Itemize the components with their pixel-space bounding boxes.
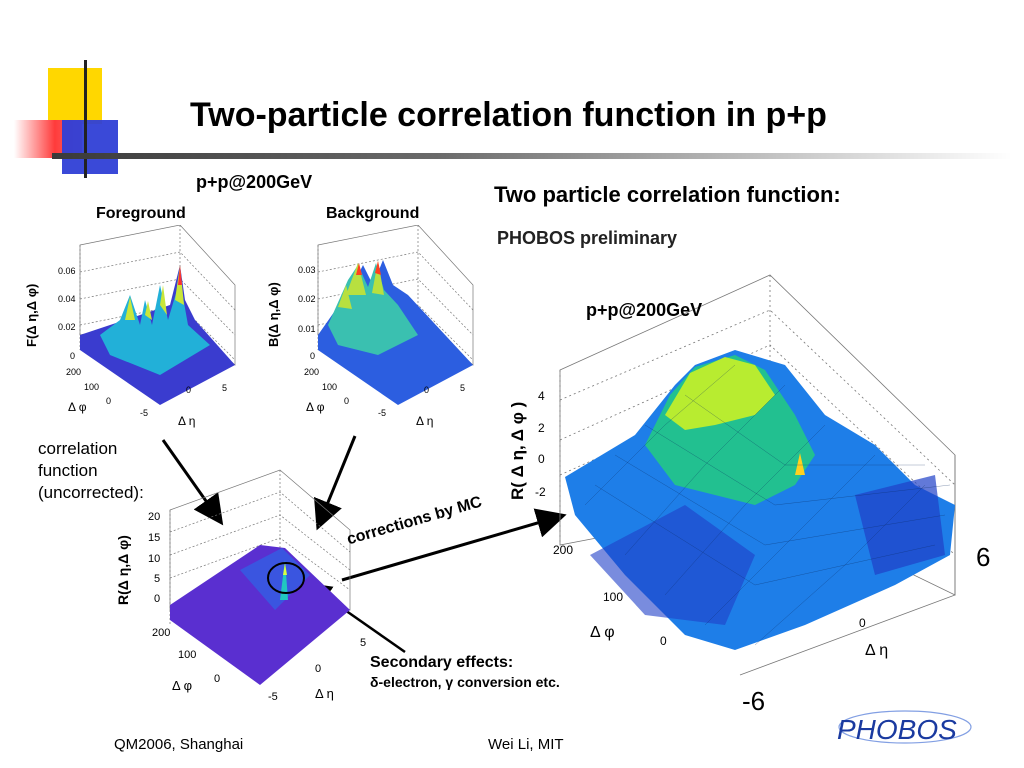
- blue-square: [62, 120, 118, 174]
- title-divider: [52, 153, 1012, 159]
- r-ylabel: R(Δ η,Δ φ): [115, 535, 131, 605]
- fg-ylabel: F(Δ η,Δ φ): [24, 284, 39, 347]
- big-phitick-2: 100: [603, 590, 623, 604]
- fg-phitick-2: 100: [84, 382, 99, 392]
- slide-title: Two-particle correlation function in p+p: [190, 96, 827, 134]
- corr-note-line3: (uncorrected):: [38, 483, 144, 502]
- r-ztick-2: 15: [148, 532, 160, 544]
- fg-etatick-3: 5: [222, 383, 227, 393]
- fg-ztick-4: 0: [70, 351, 75, 361]
- background-label: Background: [326, 205, 420, 222]
- bg-ztick-3: 0.01: [298, 324, 316, 334]
- fg-ztick-3: 0.02: [58, 322, 76, 332]
- big-ztick-2: 2: [538, 421, 545, 435]
- corr-note-line1: correlation: [38, 439, 118, 458]
- bg-phi-label: Δ φ: [306, 400, 325, 414]
- fg-ztick-1: 0.06: [58, 266, 76, 276]
- right-energy-label: p+p@200GeV: [586, 300, 703, 320]
- r-etatick-1: -5: [268, 691, 278, 703]
- bg-ztick-1: 0.03: [298, 265, 316, 275]
- foreground-label: Foreground: [96, 205, 186, 222]
- bg-etatick-1: -5: [378, 408, 386, 418]
- big-etatick: 0: [859, 616, 866, 630]
- fg-phitick-1: 200: [66, 367, 81, 377]
- r-ztick-3: 10: [148, 553, 160, 565]
- right-heading: Two particle correlation function:: [494, 182, 841, 207]
- vertical-line: [84, 60, 87, 178]
- bg-ylabel: B(Δ η,Δ φ): [266, 282, 281, 347]
- fg-phi-label: Δ φ: [68, 400, 87, 414]
- background-plot: 0.03 0.02 0.01 0 200 100 0 -5 0 5 Δ φ Δ …: [266, 225, 474, 428]
- fg-eta-label: Δ η: [178, 414, 195, 428]
- big-eta-label: Δ η: [865, 642, 888, 659]
- r-etatick-3: 5: [360, 637, 366, 649]
- fg-arrow: [161, 439, 224, 526]
- r-phitick-1: 200: [152, 627, 170, 639]
- big-ztick-3: 0: [538, 452, 545, 466]
- big-phitick-1: 200: [553, 543, 573, 557]
- big-phitick-3: 0: [660, 634, 667, 648]
- phobos-preliminary: PHOBOS preliminary: [497, 228, 678, 248]
- r-eta-label: Δ η: [315, 686, 334, 701]
- corr-note-line2: function: [38, 461, 98, 480]
- r-ztick-1: 20: [148, 511, 160, 523]
- correlation-note: correlation function (uncorrected):: [38, 438, 144, 504]
- fg-ztick-2: 0.04: [58, 294, 76, 304]
- corrected-plot: 4 2 0 -2 200 100 0 0 Δ φ Δ η R( Δ η, Δ φ…: [508, 274, 956, 676]
- bg-phitick-3: 0: [344, 396, 349, 406]
- big-phi-label: Δ φ: [590, 624, 615, 641]
- fg-etatick-2: 0: [186, 385, 191, 395]
- bg-etatick-3: 5: [460, 383, 465, 393]
- bg-phitick-2: 100: [322, 382, 337, 392]
- eta-max-label: 6: [976, 542, 991, 572]
- bg-phitick-1: 200: [304, 367, 319, 377]
- r-ztick-5: 0: [154, 593, 160, 605]
- bg-ztick-4: 0: [310, 351, 315, 361]
- bg-etatick-2: 0: [424, 385, 429, 395]
- bg-eta-label: Δ η: [416, 414, 433, 428]
- fg-etatick-1: -5: [140, 408, 148, 418]
- phobos-logo: PHOBOS: [835, 705, 975, 750]
- footer-left: QM2006, Shanghai: [114, 736, 244, 753]
- big-ylabel: R( Δ η, Δ φ ): [508, 402, 527, 500]
- phobos-logo-text: PHOBOS: [837, 714, 957, 745]
- ratio-plot: 20 15 10 5 0 200 100 0 -5 0 5 Δ φ Δ η R(…: [115, 469, 366, 703]
- corner-decoration: [10, 60, 140, 180]
- left-energy-label: p+p@200GeV: [196, 172, 313, 192]
- secondary-line2: δ-electron, γ conversion etc.: [370, 674, 560, 690]
- big-ztick-1: 4: [538, 389, 545, 403]
- bg-ztick-2: 0.02: [298, 294, 316, 304]
- secondary-effects: Secondary effects: δ-electron, γ convers…: [370, 654, 560, 690]
- fg-phitick-3: 0: [106, 396, 111, 406]
- secondary-line1: Secondary effects:: [370, 654, 514, 671]
- r-etatick-2: 0: [315, 663, 321, 675]
- mc-arrow: [341, 508, 567, 582]
- r-ztick-4: 5: [154, 573, 160, 585]
- phobos-logo-graphic: PHOBOS: [837, 710, 972, 745]
- yellow-square: [48, 68, 102, 124]
- big-ztick-4: -2: [535, 485, 546, 499]
- bg-arrow: [314, 435, 357, 531]
- r-phitick-3: 0: [214, 673, 220, 685]
- r-phi-label: Δ φ: [172, 678, 192, 693]
- footer-center: Wei Li, MIT: [488, 736, 564, 753]
- eta-min-label: -6: [742, 686, 766, 716]
- foreground-plot: 0.06 0.04 0.02 0 200 100 0 -5 0 5 Δ φ Δ …: [24, 225, 236, 428]
- r-phitick-2: 100: [178, 649, 196, 661]
